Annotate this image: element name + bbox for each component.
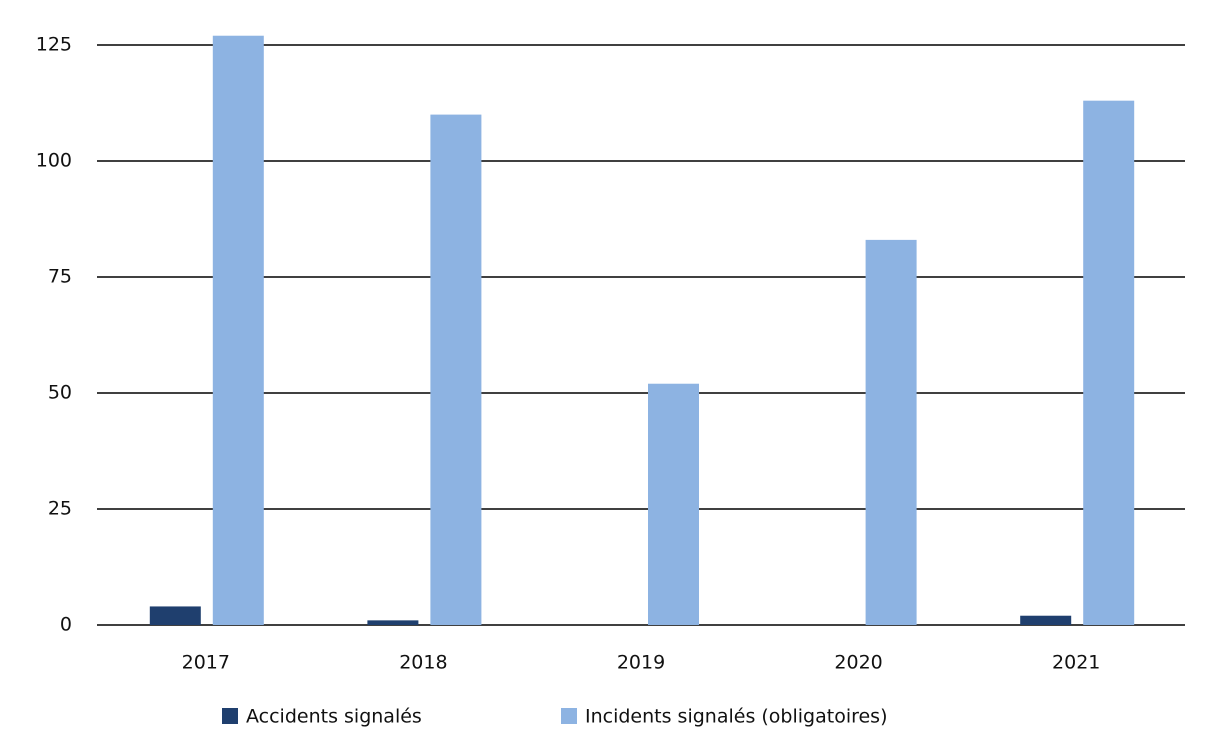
bar [648, 383, 699, 625]
y-tick-label: 75 [48, 266, 72, 288]
x-tick-label: 2017 [182, 652, 230, 674]
x-tick-label: 2020 [834, 652, 882, 674]
bar [1083, 100, 1135, 626]
bar [865, 239, 917, 625]
y-tick-label: 100 [36, 150, 72, 172]
x-tick-label: 2019 [617, 652, 665, 674]
legend-label: Incidents signalés (obligatoires) [585, 706, 888, 728]
y-tick-label: 50 [48, 382, 72, 404]
legend-label: Accidents signalés [246, 706, 422, 728]
legend-swatch [561, 708, 577, 724]
bar [367, 620, 419, 625]
bar [149, 606, 201, 625]
bar [430, 114, 482, 625]
bar [212, 35, 264, 626]
bar [1020, 615, 1072, 625]
x-tick-label: 2021 [1052, 652, 1100, 674]
legend-swatch [222, 708, 238, 724]
y-tick-label: 125 [36, 34, 72, 56]
y-tick-label: 0 [60, 614, 72, 636]
x-tick-label: 2018 [399, 652, 447, 674]
y-tick-label: 25 [48, 498, 72, 520]
